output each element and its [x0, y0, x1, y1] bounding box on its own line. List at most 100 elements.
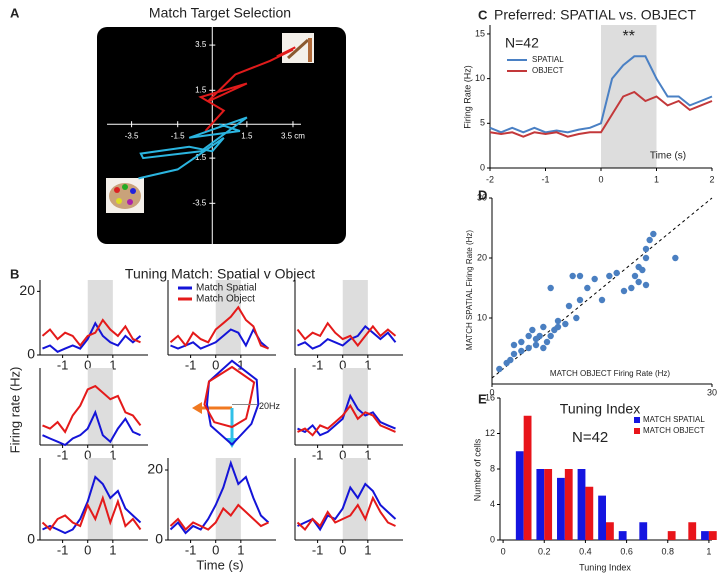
annotation: N=42 — [572, 429, 608, 446]
point — [518, 338, 525, 346]
y-tick-label: 10 — [475, 73, 485, 83]
x-tick-label: 0.8 — [661, 546, 674, 556]
y-tick-label: -3.5 — [192, 198, 206, 207]
x-tick-label: -1 — [541, 174, 549, 184]
y-tick-label: 0 — [480, 162, 485, 172]
bar — [515, 451, 524, 540]
psth-line — [169, 305, 269, 350]
psth-line — [169, 503, 269, 532]
x-tick-label: 0.4 — [579, 546, 592, 556]
x-tick-label: 0.2 — [538, 546, 551, 556]
psth-line — [296, 321, 397, 348]
psth-line — [42, 409, 141, 447]
x-tick-label: -3.5 — [125, 131, 139, 140]
legend-label: Match Object — [196, 294, 255, 305]
psth-line — [42, 384, 142, 434]
x-tick-label: 0 — [84, 542, 91, 557]
series-line — [489, 90, 713, 138]
x-tick-label: 1 — [237, 542, 244, 557]
psth-line — [41, 318, 141, 348]
bar — [585, 486, 594, 540]
point — [554, 317, 562, 325]
panel-label: D — [478, 187, 487, 202]
bar — [701, 531, 709, 540]
legend-swatch — [634, 428, 640, 434]
x-tick-label: 30 — [707, 387, 717, 397]
point — [536, 332, 543, 340]
bar — [606, 522, 614, 540]
y-tick-label: 16 — [485, 392, 495, 402]
point — [642, 254, 650, 262]
point — [620, 287, 628, 295]
bar — [598, 495, 606, 540]
x-tick-label: 0 — [84, 357, 91, 372]
psth-line — [296, 495, 396, 532]
point — [540, 344, 547, 352]
y-tick-label: 1.5 — [195, 85, 207, 94]
y-tick-label: 4 — [490, 499, 495, 509]
tuning-polygon — [205, 359, 260, 446]
y-axis-label: MATCH SPATIAL Firing Rate (Hz) — [465, 230, 474, 351]
x-axis-label: MATCH OBJECT Firing Rate (Hz) — [550, 369, 670, 378]
x-tick-label: 1 — [109, 357, 116, 372]
y-tick-label: 30 — [477, 192, 487, 202]
radius-label: 20Hz — [259, 401, 281, 411]
psth-line — [42, 321, 142, 353]
point — [529, 326, 536, 334]
x-tick-label: 0 — [339, 447, 346, 462]
x-tick-label: -1 — [312, 357, 324, 372]
series-line — [489, 55, 713, 134]
panel-label: C — [478, 7, 488, 22]
y-tick-label: 5 — [480, 118, 485, 128]
y-tick-label: 20 — [19, 282, 35, 298]
x-tick-label: 0 — [501, 546, 506, 556]
psth-line — [297, 393, 396, 437]
point — [672, 254, 679, 262]
annotation: N=42 — [505, 35, 539, 51]
point — [496, 365, 503, 373]
bar — [639, 522, 648, 540]
y-tick-label: 20 — [147, 461, 163, 477]
point — [543, 338, 551, 346]
legend-swatch — [634, 417, 640, 423]
point — [642, 245, 650, 253]
y-tick-label: 12 — [485, 428, 495, 438]
chart-title: Tuning Match: Spatial v Object — [125, 266, 315, 282]
x-tick-label: 1 — [364, 542, 371, 557]
point — [635, 278, 642, 286]
point — [547, 332, 554, 340]
point — [576, 272, 584, 280]
point — [518, 347, 525, 355]
x-tick-label: -1 — [312, 447, 324, 462]
bar — [577, 469, 586, 540]
x-axis-label: Time (s) — [650, 151, 686, 162]
x-tick-label: 0.6 — [620, 546, 633, 556]
bar — [618, 531, 627, 540]
point — [569, 272, 576, 280]
shade — [87, 280, 113, 355]
chart-title: Match Target Selection — [149, 5, 291, 21]
x-tick-label: -1 — [185, 357, 197, 372]
y-axis-label: Number of cells — [472, 438, 482, 501]
y-tick-label: 0 — [155, 531, 163, 547]
legend-label: MATCH OBJECT — [643, 426, 705, 435]
point — [591, 275, 598, 283]
x-axis-label: Tuning Index — [579, 562, 631, 572]
x-tick-label: 1 — [654, 174, 659, 184]
bar — [523, 415, 532, 540]
y-tick-label: 0 — [27, 531, 35, 547]
point — [562, 320, 569, 328]
shade — [215, 280, 241, 355]
point — [525, 332, 532, 340]
x-axis-label: Time (s) — [196, 557, 243, 572]
x-tick-label: 0 — [489, 387, 494, 397]
legend-label: Match Spatial — [196, 283, 257, 294]
point — [540, 323, 547, 331]
psth-line — [297, 403, 396, 437]
psth-line — [42, 475, 142, 535]
x-tick-label: -1 — [57, 542, 69, 557]
y-axis-label: Firing rate (Hz) — [7, 367, 22, 454]
x-tick-label: 0 — [339, 357, 346, 372]
point — [584, 284, 591, 292]
